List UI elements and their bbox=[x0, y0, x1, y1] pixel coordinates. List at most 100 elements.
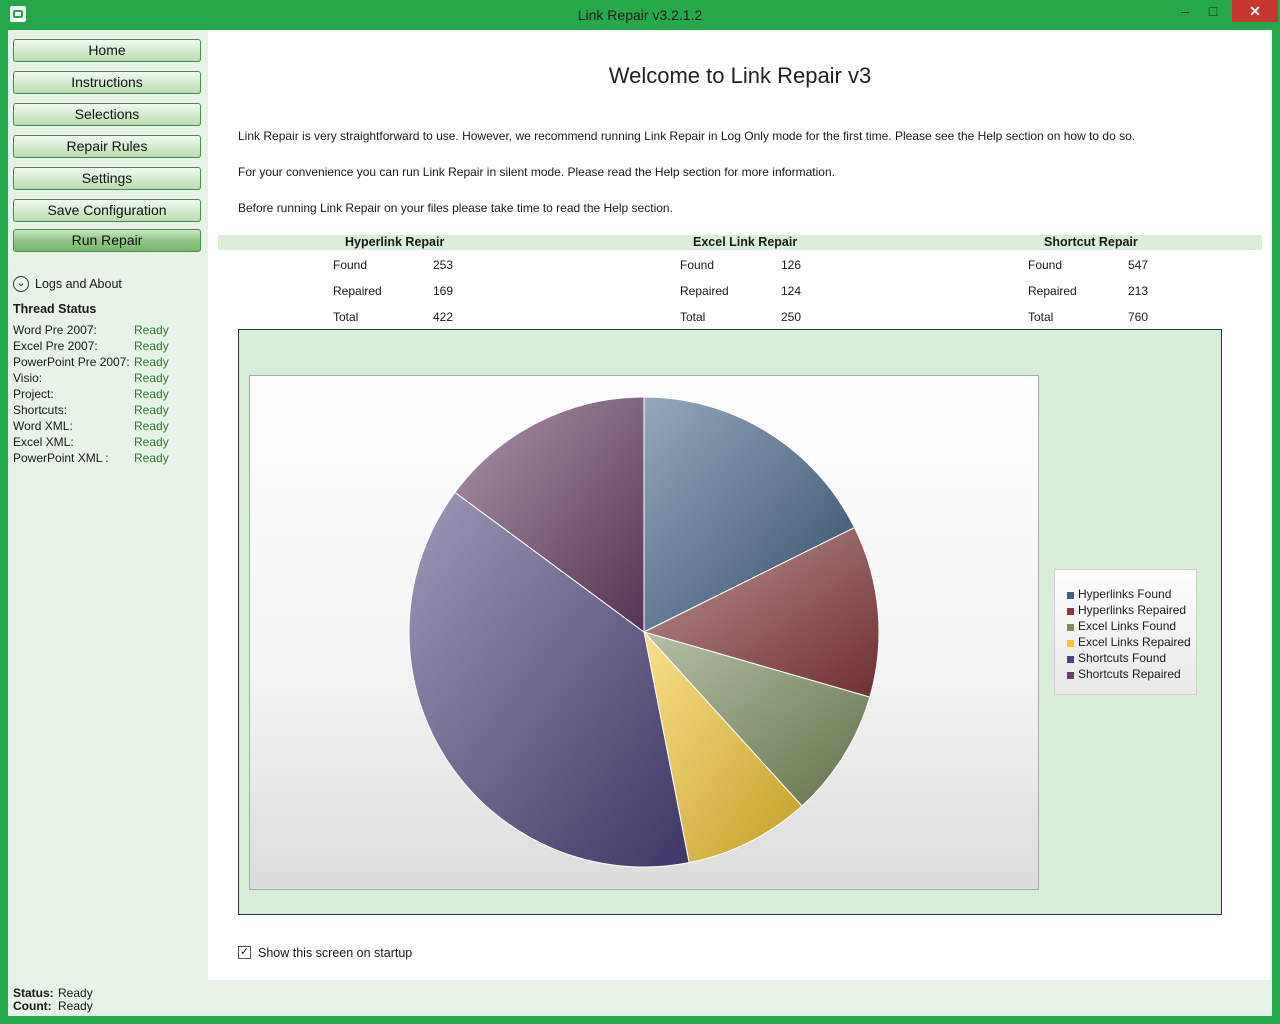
thread-row: Excel XML: Ready bbox=[13, 435, 203, 451]
stat-value: 422 bbox=[433, 310, 454, 324]
stat-label: Repaired bbox=[680, 284, 729, 298]
thread-row: Word Pre 2007: Ready bbox=[13, 323, 203, 339]
status-line: Status: Ready bbox=[13, 986, 93, 1000]
legend-swatch bbox=[1067, 592, 1074, 599]
hyperlink-repair-title: Hyperlink Repair bbox=[345, 235, 445, 249]
instructions-button[interactable]: Instructions bbox=[13, 71, 201, 94]
legend-text: Excel Links Repaired bbox=[1078, 635, 1191, 649]
legend-text: Hyperlinks Repaired bbox=[1078, 603, 1187, 617]
pie-slice-hyperlinks-repaired bbox=[642, 526, 880, 698]
chart-frame: Hyperlinks Found Hyperlinks Repaired Exc… bbox=[238, 329, 1222, 915]
pie-slice-hyperlinks-found bbox=[643, 396, 856, 633]
stat-label: Repaired bbox=[333, 284, 382, 298]
logs-and-about-label: Logs and About bbox=[35, 277, 122, 291]
stat-label: Found bbox=[1028, 258, 1063, 272]
thread-status: Ready bbox=[134, 323, 169, 337]
thread-name: Excel XML: bbox=[13, 435, 74, 449]
count-value: Ready bbox=[58, 999, 93, 1013]
thread-row: Word XML: Ready bbox=[13, 419, 203, 435]
thread-status: Ready bbox=[134, 451, 169, 465]
save-configuration-button[interactable]: Save Configuration bbox=[13, 199, 201, 222]
help-paragraph: Before running Link Repair on your files… bbox=[238, 201, 673, 215]
selections-button[interactable]: Selections bbox=[13, 103, 201, 126]
settings-button[interactable]: Settings bbox=[13, 167, 201, 190]
thread-row: Shortcuts: Ready bbox=[13, 403, 203, 419]
stat-label: Total bbox=[333, 310, 359, 324]
pie-chart bbox=[408, 396, 880, 868]
legend-text: Hyperlinks Found bbox=[1078, 587, 1172, 601]
pie-slice-excel-links-found bbox=[642, 631, 871, 807]
pie-slice-excel-links-repaired bbox=[643, 630, 803, 864]
app-logo-icon bbox=[10, 6, 26, 22]
legend-text: Shortcuts Found bbox=[1078, 651, 1167, 665]
close-icon[interactable]: ✕ bbox=[1232, 0, 1278, 22]
legend-text: Shortcuts Repaired bbox=[1078, 667, 1181, 681]
legend-swatch bbox=[1067, 656, 1074, 663]
show-on-startup-label: Show this screen on startup bbox=[258, 946, 413, 960]
thread-row: Excel Pre 2007: Ready bbox=[13, 339, 203, 355]
client-area: Home Instructions Selections Repair Rule… bbox=[8, 30, 1272, 1016]
thread-name: Project: bbox=[13, 387, 54, 401]
stat-label: Total bbox=[680, 310, 706, 324]
thread-status: Ready bbox=[134, 355, 169, 369]
thread-status: Ready bbox=[134, 339, 169, 353]
chevron-down-icon: ⌄ bbox=[13, 276, 29, 292]
thread-status: Ready bbox=[134, 387, 169, 401]
repair-rules-button[interactable]: Repair Rules bbox=[13, 135, 201, 158]
main-panel: Welcome to Link Repair v3 Link Repair is… bbox=[208, 30, 1272, 980]
thread-name: Excel Pre 2007: bbox=[13, 339, 98, 353]
legend-swatch bbox=[1067, 608, 1074, 615]
maximize-icon[interactable]: □ bbox=[1208, 3, 1218, 19]
status-label: Status: bbox=[13, 986, 54, 1000]
pie-slice-shortcuts-found bbox=[408, 491, 690, 868]
thread-status: Ready bbox=[134, 371, 169, 385]
thread-status: Ready bbox=[134, 435, 169, 449]
thread-row: Visio: Ready bbox=[13, 371, 203, 387]
stat-value: 213 bbox=[1128, 284, 1149, 298]
shortcut-repair-title: Shortcut Repair bbox=[1044, 235, 1138, 249]
stat-value: 250 bbox=[781, 310, 802, 324]
thread-name: Shortcuts: bbox=[13, 403, 68, 417]
run-repair-button[interactable]: Run Repair bbox=[13, 229, 201, 252]
thread-name: Visio: bbox=[13, 371, 43, 385]
thread-row: PowerPoint XML : Ready bbox=[13, 451, 203, 467]
thread-name: PowerPoint XML : bbox=[13, 451, 109, 465]
thread-status: Ready bbox=[134, 419, 169, 433]
stat-label: Repaired bbox=[1028, 284, 1077, 298]
page-title: Welcome to Link Repair v3 bbox=[608, 63, 872, 88]
stat-value: 124 bbox=[781, 284, 802, 298]
stats-header-bar: Hyperlink Repair Excel Link Repair Short… bbox=[218, 235, 1262, 250]
thread-name: PowerPoint Pre 2007: bbox=[13, 355, 130, 369]
silent-mode-paragraph: For your convenience you can run Link Re… bbox=[238, 165, 835, 179]
thread-row: Project: Ready bbox=[13, 387, 203, 403]
thread-name: Word XML: bbox=[13, 419, 73, 433]
legend-swatch bbox=[1067, 640, 1074, 647]
window-title: Link Repair v3.2.1.2 bbox=[577, 7, 703, 23]
thread-status-title: Thread Status bbox=[13, 302, 97, 316]
plot-area bbox=[249, 375, 1039, 890]
stat-value: 169 bbox=[433, 284, 454, 298]
excel-link-repair-title: Excel Link Repair bbox=[693, 235, 798, 249]
status-bar: Status: Ready Count: Ready bbox=[8, 980, 1272, 1016]
status-value: Ready bbox=[58, 986, 93, 1000]
stat-value: 547 bbox=[1128, 258, 1149, 272]
count-line: Count: Ready bbox=[13, 999, 93, 1013]
minimize-icon[interactable]: – bbox=[1181, 3, 1189, 19]
title-bar: Link Repair v3.2.1.2 – □ ✕ bbox=[0, 0, 1280, 30]
stat-label: Found bbox=[680, 258, 715, 272]
stat-value: 253 bbox=[433, 258, 454, 272]
legend-swatch bbox=[1067, 672, 1074, 679]
stat-label: Found bbox=[333, 258, 368, 272]
thread-status: Ready bbox=[134, 403, 169, 417]
thread-name: Word Pre 2007: bbox=[13, 323, 97, 337]
count-label: Count: bbox=[13, 999, 52, 1013]
legend-text: Excel Links Found bbox=[1078, 619, 1177, 633]
thread-row: PowerPoint Pre 2007: Ready bbox=[13, 355, 203, 371]
home-button[interactable]: Home bbox=[13, 39, 201, 62]
intro-paragraph: Link Repair is very straightforward to u… bbox=[238, 129, 1136, 143]
sidebar: Home Instructions Selections Repair Rule… bbox=[8, 30, 208, 980]
chart-legend: Hyperlinks Found Hyperlinks Repaired Exc… bbox=[1054, 569, 1197, 695]
show-on-startup-checkbox[interactable]: ✓ bbox=[238, 946, 251, 959]
pie-slice-shortcuts-repaired bbox=[454, 396, 645, 633]
